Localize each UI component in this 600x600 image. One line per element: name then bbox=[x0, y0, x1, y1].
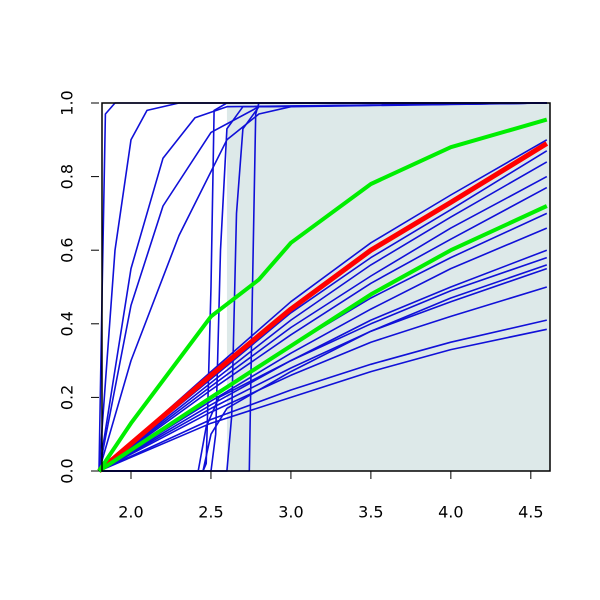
x-tick-label: 3.0 bbox=[278, 503, 303, 522]
curve bbox=[98, 175, 548, 472]
y-tick-label: 0.4 bbox=[58, 311, 77, 336]
curve bbox=[97, 117, 548, 473]
x-tick-label: 3.5 bbox=[358, 503, 383, 522]
curve bbox=[99, 256, 548, 472]
y-tick-label: 0.2 bbox=[58, 385, 77, 410]
curve bbox=[98, 227, 548, 472]
curve bbox=[98, 319, 547, 472]
curve bbox=[98, 328, 547, 472]
curve bbox=[98, 249, 548, 472]
curve bbox=[99, 264, 548, 472]
curve bbox=[98, 267, 548, 472]
y-tick-label: 0.6 bbox=[58, 237, 77, 262]
y-tick-label: 0.8 bbox=[58, 164, 77, 189]
shaded-band bbox=[226, 103, 550, 471]
curve bbox=[98, 286, 548, 472]
curve bbox=[98, 186, 548, 472]
y-tick-label: 1.0 bbox=[58, 90, 77, 115]
x-tick-label: 2.0 bbox=[118, 503, 143, 522]
y-tick-label: 0.0 bbox=[58, 458, 77, 483]
curve bbox=[97, 141, 549, 473]
curve bbox=[97, 204, 548, 473]
x-tick-label: 4.0 bbox=[438, 503, 463, 522]
x-tick-label: 2.5 bbox=[198, 503, 223, 522]
curve bbox=[98, 161, 548, 472]
x-tick-label: 4.5 bbox=[518, 503, 543, 522]
